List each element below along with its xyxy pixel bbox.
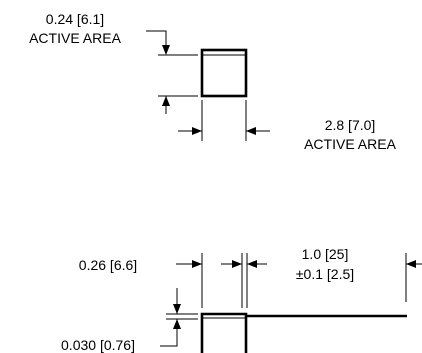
lead-length-dim-arrow-left (247, 260, 257, 268)
lead-length-value: 1.0 [25] (302, 246, 349, 262)
width-dim-value: 2.8 [7.0] (325, 117, 376, 133)
top-view: 0.24 [6.1] ACTIVE AREA 2.8 [7.0] ACTIVE … (29, 11, 396, 152)
thickness-dim-value: 0.030 [0.76] (61, 337, 135, 353)
height-dim-label: ACTIVE AREA (29, 30, 121, 46)
thickness-dim-arrow-bottom (173, 319, 181, 329)
width-dim-arrow-left (192, 127, 202, 135)
width-dim-label: ACTIVE AREA (304, 136, 396, 152)
sensor-body (200, 312, 248, 353)
lead-length-tolerance: ±0.1 [2.5] (296, 266, 354, 282)
thickness-dim-arrow-top (173, 304, 181, 314)
width-dim-arrow-right (246, 127, 256, 135)
body-width-dim-value: 0.26 [6.6] (79, 257, 137, 273)
thickness-dim-leader (160, 319, 178, 347)
height-dim-arrow-bottom (162, 96, 170, 106)
height-dim-arrow-top (162, 45, 170, 55)
height-dim-leader (146, 30, 167, 52)
active-area-square (200, 48, 248, 98)
side-view: 0.26 [6.6] 1.0 [25] ±0.1 [2.5] 0.030 [0.… (61, 246, 422, 353)
height-dim-value: 0.24 [6.1] (46, 11, 104, 27)
lead-length-dim-arrow-right (406, 260, 416, 268)
body-width-dim-arrow-left (192, 260, 202, 268)
body-width-dim-arrow-right (232, 260, 242, 268)
